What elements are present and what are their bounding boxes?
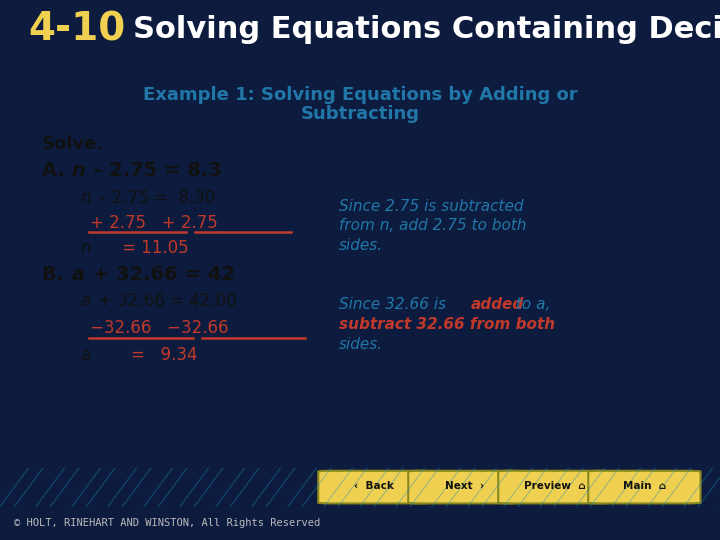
FancyBboxPatch shape [318,471,431,503]
Text: −32.66   −32.66: −32.66 −32.66 [91,319,229,336]
FancyBboxPatch shape [408,471,521,503]
Text: Solving Equations Containing Decimals: Solving Equations Containing Decimals [133,15,720,44]
Text: – 2.75 = 8.3: – 2.75 = 8.3 [86,161,222,180]
Text: ‹  Back: ‹ Back [354,481,395,491]
Text: Preview  ⌂: Preview ⌂ [523,481,585,491]
Text: + 32.66 = 42.00: + 32.66 = 42.00 [93,292,237,310]
Text: + 32.66 = 42: + 32.66 = 42 [86,265,235,284]
Text: Example 1: Solving Equations by Adding or: Example 1: Solving Equations by Adding o… [143,85,577,104]
Text: A.: A. [42,161,72,180]
Text: © HOLT, RINEHART AND WINSTON, All Rights Reserved: © HOLT, RINEHART AND WINSTON, All Rights… [14,518,320,528]
Text: from n, add 2.75 to both: from n, add 2.75 to both [339,218,527,233]
Text: Since 2.75 is subtracted: Since 2.75 is subtracted [339,199,523,214]
Text: 4-10: 4-10 [29,11,126,49]
Text: + 2.75   + 2.75: + 2.75 + 2.75 [91,214,218,232]
Text: a: a [80,346,90,364]
Text: Subtracting: Subtracting [300,105,420,123]
Text: n: n [72,161,86,180]
Text: Since 32.66 is: Since 32.66 is [339,296,451,312]
FancyBboxPatch shape [498,471,611,503]
Text: Next  ›: Next › [445,481,484,491]
Text: added: added [471,296,524,312]
Text: Main  ⌂: Main ⌂ [623,481,666,491]
Text: a: a [72,265,85,284]
Text: sides.: sides. [339,238,383,253]
Text: =   9.34: = 9.34 [130,346,197,364]
Text: B.: B. [42,265,71,284]
Text: n: n [80,239,91,258]
FancyBboxPatch shape [588,471,701,503]
Text: sides.: sides. [339,338,383,352]
Text: = 11.05: = 11.05 [122,239,188,258]
Text: n: n [80,188,91,206]
Text: Solve.: Solve. [42,134,104,152]
Text: subtract 32.66 from both: subtract 32.66 from both [339,317,555,332]
Text: to a,: to a, [510,296,550,312]
Text: – 2.75 =  8.30: – 2.75 = 8.30 [93,188,215,206]
Text: a: a [80,292,90,310]
